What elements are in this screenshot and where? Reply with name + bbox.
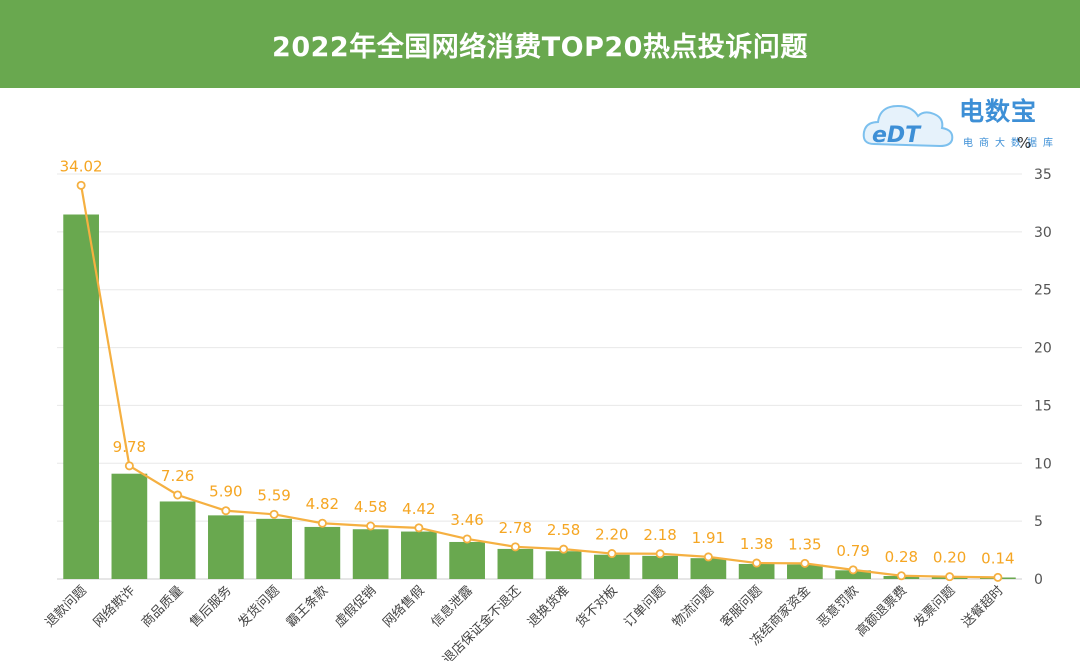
x-tick-label: 发票问题: [910, 583, 958, 631]
bar: [497, 548, 534, 579]
data-label: 5.90: [209, 483, 242, 501]
x-tick-label: 送餐超时: [959, 583, 1007, 631]
line-point: [703, 552, 713, 562]
bar: [594, 554, 630, 579]
logo: eDT 电数宝 电商大数据库: [862, 92, 1072, 154]
x-tick-label: 网络售假: [380, 583, 428, 631]
data-label: 2.20: [595, 526, 628, 544]
bar: [690, 558, 727, 579]
x-tick-label: 退店保证金不退还: [439, 583, 524, 661]
line-point: [559, 544, 569, 554]
logo-mark-text: eDT: [872, 123, 922, 148]
bar: [111, 473, 148, 579]
y-tick-label: 20: [1034, 341, 1052, 357]
line-point: [945, 572, 955, 582]
line-point: [76, 180, 86, 190]
line-point: [800, 558, 810, 568]
line-point: [510, 542, 520, 552]
line-point: [173, 490, 183, 500]
chart-title: 2022年全国网络消费TOP20热点投诉问题: [272, 31, 808, 63]
data-label: 0.79: [836, 542, 869, 560]
x-tick-label: 货不对板: [573, 583, 621, 631]
x-tick-label: 订单问题: [622, 583, 669, 630]
line-point: [655, 549, 665, 559]
x-tick-label: 霸王条款: [283, 583, 331, 631]
data-label: 34.02: [60, 157, 103, 175]
x-tick-label: 虚假促销: [332, 583, 379, 630]
data-label: 7.26: [161, 467, 194, 485]
x-tick-label: 退换货难: [524, 583, 572, 631]
y-tick-label: 5: [1034, 514, 1043, 530]
bar: [642, 555, 678, 579]
data-label: 3.46: [450, 511, 483, 529]
line-point: [317, 518, 327, 528]
bar: [835, 570, 871, 579]
line-point: [848, 565, 858, 575]
line-point: [269, 509, 279, 519]
data-label: 4.58: [354, 498, 387, 516]
bar: [208, 515, 244, 579]
data-label: 0.28: [885, 548, 918, 566]
data-label: 4.82: [306, 495, 339, 513]
bar: [304, 526, 341, 579]
x-tick-label: 退款问题: [43, 583, 90, 630]
data-label: 2.58: [547, 521, 580, 539]
y-tick-label: 25: [1034, 283, 1052, 299]
x-tick-label: 物流问题: [670, 583, 717, 630]
line-point: [752, 558, 762, 568]
x-tick-label: 高额退票费: [853, 583, 910, 640]
y-unit-label: %: [1017, 134, 1032, 152]
line-point: [414, 523, 424, 533]
x-tick-label: 售后服务: [187, 583, 235, 631]
data-label: 1.38: [740, 535, 773, 553]
bar: [159, 501, 196, 579]
logo-brand: 电数宝: [959, 97, 1038, 126]
x-tick-label: 网络欺诈: [90, 583, 138, 631]
y-tick-label: 0: [1034, 572, 1043, 588]
bar: [63, 214, 99, 579]
data-label: 1.91: [692, 529, 725, 547]
line-point: [607, 549, 617, 559]
data-label: 4.42: [402, 500, 435, 518]
data-label: 0.14: [981, 549, 1014, 567]
data-label: 2.78: [499, 519, 532, 537]
bar: [787, 564, 823, 579]
x-tick-label: 恶意罚款: [814, 583, 862, 631]
x-tick-label: 客服问题: [717, 583, 765, 631]
y-tick-label: 35: [1034, 167, 1052, 183]
bar: [401, 531, 437, 579]
logo-subtitle: 电商大数据库: [963, 138, 1059, 149]
data-label: 1.35: [788, 535, 821, 553]
y-tick-label: 30: [1034, 225, 1052, 241]
y-tick-label: 15: [1034, 398, 1052, 414]
bar: [738, 563, 775, 579]
x-tick-label: 发货问题: [235, 583, 283, 631]
bar: [545, 551, 582, 579]
line-point: [462, 534, 472, 544]
line-point: [896, 571, 906, 581]
data-label: 5.59: [257, 486, 290, 504]
bar: [256, 518, 292, 579]
data-label: 2.18: [643, 526, 676, 544]
x-tick-label: 信息泄露: [428, 583, 476, 631]
y-tick-label: 10: [1034, 456, 1052, 472]
line-point: [993, 572, 1003, 582]
line-series: [80, 185, 998, 579]
line-point: [124, 461, 134, 471]
title-banner: 2022年全国网络消费TOP20热点投诉问题: [0, 0, 1080, 88]
x-tick-label: 商品质量: [139, 583, 186, 630]
bar: [352, 529, 389, 579]
cloud-logo-icon: eDT: [862, 104, 954, 148]
bar: [449, 541, 485, 579]
data-label: 0.20: [933, 549, 966, 567]
data-label: 9.78: [113, 438, 146, 456]
line-point: [221, 506, 231, 516]
line-point: [366, 521, 376, 531]
